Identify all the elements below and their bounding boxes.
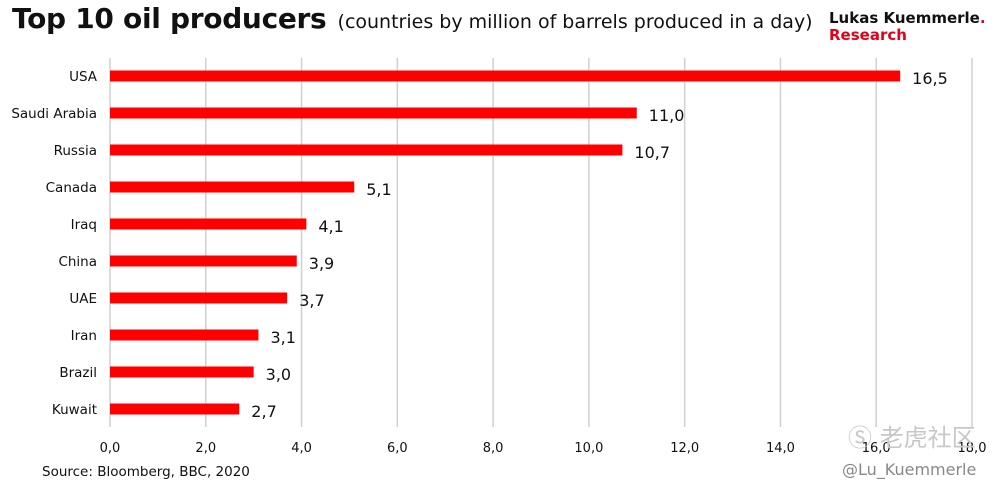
chart-title: Top 10 oil producers bbox=[12, 2, 327, 35]
grid-lines bbox=[109, 58, 973, 427]
category-label: China bbox=[58, 254, 97, 270]
value-labels: 16,5 11,0 10,7 5,1 4,1 3,9 3,73,1 3,0 2,7 bbox=[251, 69, 947, 421]
author-handle: @Lu_Kuemmerle bbox=[842, 460, 977, 479]
category-labels: USA Saudi Arabia Russia Canada Iraq China UAE I… bbox=[11, 69, 97, 418]
brand-dot: . bbox=[979, 9, 986, 27]
category-label: Kuwait bbox=[52, 402, 97, 418]
x-tick-label: 12,0 bbox=[670, 441, 699, 456]
bar bbox=[110, 218, 307, 230]
value-label: 3,0 bbox=[266, 365, 291, 384]
value-label: 3,1 bbox=[270, 328, 295, 347]
bars bbox=[110, 70, 901, 415]
x-tick-labels: 0,0 2,0 4,0 6,0 8,0 10,0 12,0 14,0 16,0 18,0 bbox=[100, 441, 987, 456]
category-label: Saudi Arabia bbox=[11, 106, 97, 122]
watermark-text: Ⓢ 老虎社区 bbox=[848, 424, 976, 452]
x-tick-label: 0,0 bbox=[100, 441, 121, 456]
x-tick-label: 16,0 bbox=[862, 441, 891, 456]
value-label: 11,0 bbox=[649, 106, 685, 125]
bar bbox=[110, 329, 259, 341]
category-label: Brazil bbox=[59, 365, 97, 381]
brand-research: Research bbox=[829, 26, 907, 44]
value-label: 3,9 bbox=[309, 254, 334, 273]
bar bbox=[110, 181, 355, 193]
category-label: UAE bbox=[69, 291, 97, 307]
chart-title-block: Top 10 oil producers (countries by milli… bbox=[12, 2, 813, 35]
brand-name: Lukas Kuemmerle bbox=[829, 9, 980, 27]
category-label: USA bbox=[69, 69, 98, 85]
chart-subtitle: (countries by million of barrels produce… bbox=[337, 11, 813, 33]
brand-logo: Lukas Kuemmerle. Research bbox=[829, 10, 986, 44]
bar bbox=[110, 403, 240, 415]
x-tick-label: 14,0 bbox=[766, 441, 795, 456]
category-label: Russia bbox=[54, 143, 97, 159]
category-label: Iraq bbox=[71, 217, 97, 233]
x-tick-label: 18,0 bbox=[958, 441, 987, 456]
bar bbox=[110, 292, 288, 304]
x-tick-label: 2,0 bbox=[195, 441, 216, 456]
x-tick-label: 10,0 bbox=[574, 441, 603, 456]
value-label: 16,5 bbox=[912, 69, 948, 88]
x-tick-label: 4,0 bbox=[291, 441, 312, 456]
value-label: 4,1 bbox=[318, 217, 343, 236]
bar bbox=[110, 255, 297, 267]
x-tick-label: 8,0 bbox=[483, 441, 504, 456]
bar bbox=[110, 107, 637, 119]
x-tick-label: 6,0 bbox=[387, 441, 408, 456]
value-label: 3,7 bbox=[299, 291, 324, 310]
value-label: 2,7 bbox=[251, 402, 276, 421]
category-label: Canada bbox=[46, 180, 97, 196]
source-note: Source: Bloomberg, BBC, 2020 bbox=[42, 464, 250, 480]
value-label: 5,1 bbox=[366, 180, 391, 199]
bar bbox=[110, 366, 254, 378]
category-label: Iran bbox=[71, 328, 97, 344]
bar bbox=[110, 70, 901, 82]
value-label: 10,7 bbox=[634, 143, 670, 162]
bar bbox=[110, 144, 623, 156]
